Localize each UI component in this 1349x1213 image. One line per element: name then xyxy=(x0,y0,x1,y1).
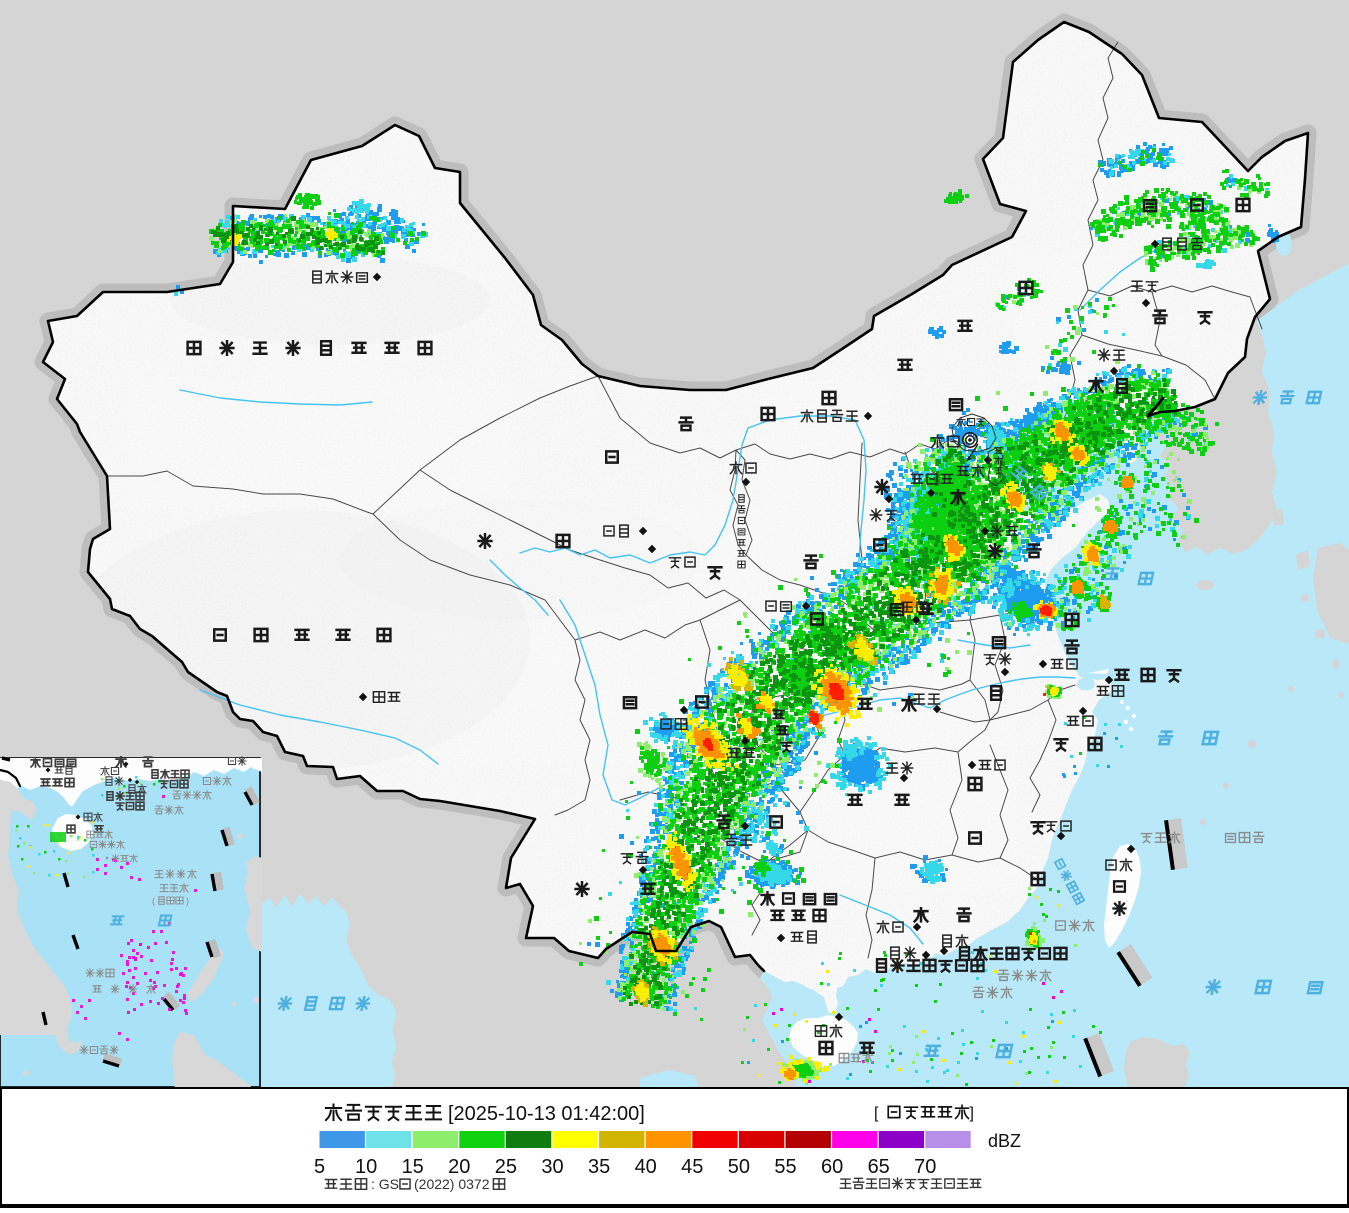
svg-text:(2022) 0372: (2022) 0372 xyxy=(414,1176,490,1192)
svg-text:30: 30 xyxy=(541,1156,563,1178)
svg-text:50: 50 xyxy=(728,1156,750,1178)
svg-text:(: ( xyxy=(152,896,155,906)
svg-text:): ) xyxy=(186,896,189,906)
svg-text:35: 35 xyxy=(588,1156,610,1178)
svg-text:40: 40 xyxy=(635,1156,657,1178)
svg-text:]: ] xyxy=(970,1105,974,1122)
svg-text:65: 65 xyxy=(868,1156,890,1178)
svg-text:20: 20 xyxy=(448,1156,470,1178)
svg-text:45: 45 xyxy=(681,1156,703,1178)
svg-text:60: 60 xyxy=(821,1156,843,1178)
svg-text:70: 70 xyxy=(914,1156,936,1178)
svg-text:10: 10 xyxy=(355,1156,377,1178)
svg-text:5: 5 xyxy=(314,1156,325,1178)
svg-text:25: 25 xyxy=(495,1156,517,1178)
svg-text:: GS: : GS xyxy=(371,1176,399,1192)
svg-text:[: [ xyxy=(874,1105,879,1122)
svg-text:[2025-10-13 01:42:00]: [2025-10-13 01:42:00] xyxy=(448,1103,645,1125)
svg-text:15: 15 xyxy=(402,1156,424,1178)
svg-text:55: 55 xyxy=(774,1156,796,1178)
svg-text:dBZ: dBZ xyxy=(988,1131,1021,1151)
